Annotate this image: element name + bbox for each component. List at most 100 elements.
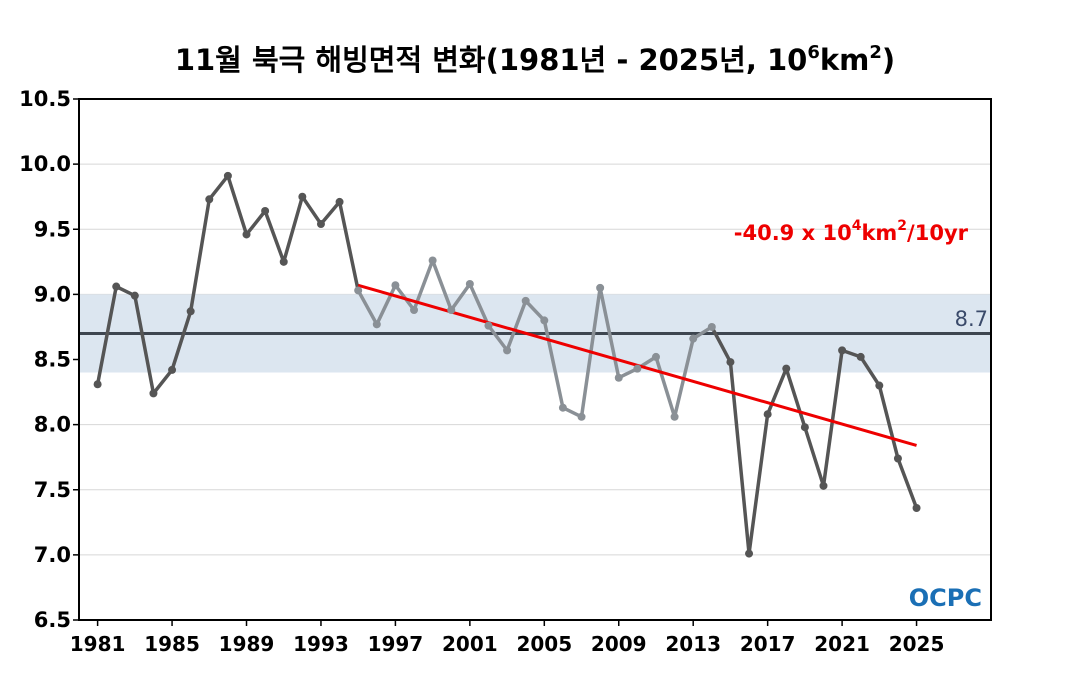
series-segment xyxy=(747,412,770,556)
series-segment xyxy=(654,355,677,419)
data-point xyxy=(670,412,679,421)
y-tick-label: 8.0 xyxy=(34,413,71,437)
chart-title-sup2: 2 xyxy=(869,42,882,63)
series-segment xyxy=(244,209,267,237)
y-tick-label: 10.5 xyxy=(19,87,71,111)
series-segment xyxy=(263,209,286,264)
data-point xyxy=(633,364,642,373)
series-segment xyxy=(375,283,398,327)
plot-area: 6.5 7.0 7.5 8.0 8.5 9.0 9.5 10.0 10.5 1981 1985 198… xyxy=(19,87,992,656)
data-point xyxy=(428,256,437,265)
x-tick-label: 2005 xyxy=(516,632,572,656)
data-point xyxy=(707,322,716,331)
data-point xyxy=(149,389,158,398)
data-point xyxy=(205,195,214,204)
data-point xyxy=(596,283,605,292)
x-tick-label: 2013 xyxy=(665,632,721,656)
trend-label-sup1: 4 xyxy=(852,218,862,234)
y-tick-label: 6.5 xyxy=(34,608,71,632)
trend-label: -40.9 x 104km2/10yr xyxy=(734,218,969,245)
data-point xyxy=(800,423,809,432)
series-segment xyxy=(710,325,733,364)
mean-label: 8.7 xyxy=(955,307,988,331)
chart-title-sup1: 6 xyxy=(807,42,820,63)
x-tick-label: 1985 xyxy=(144,632,200,656)
x-tick-label: 2001 xyxy=(442,632,498,656)
series-segment xyxy=(896,456,919,510)
data-point xyxy=(782,364,791,373)
trend-label-sup2: 2 xyxy=(897,218,907,234)
chart-title-suffix: ) xyxy=(882,43,895,77)
data-point xyxy=(465,279,474,288)
data-point xyxy=(540,316,549,325)
data-point xyxy=(335,197,344,206)
x-tick-label: 1993 xyxy=(293,632,349,656)
data-point xyxy=(410,306,419,315)
chart-title-prefix: 11월 북극 해빙면적 변화(1981년 - 2025년, 10 xyxy=(175,43,808,77)
series-segment xyxy=(765,366,789,416)
data-point xyxy=(893,454,902,463)
data-point xyxy=(819,481,828,490)
series-segment xyxy=(337,200,360,293)
data-point xyxy=(130,291,139,300)
series-segment xyxy=(598,286,621,380)
series-segment xyxy=(486,323,509,353)
series-segment xyxy=(319,200,342,226)
series-segment xyxy=(226,174,249,237)
series-segment xyxy=(151,368,174,396)
series-segment xyxy=(207,174,230,202)
data-point xyxy=(912,503,921,512)
trend-label-suffix: /10yr xyxy=(907,221,969,245)
data-point xyxy=(745,549,754,558)
data-point xyxy=(316,220,325,229)
series-segment xyxy=(505,299,528,353)
series-segment xyxy=(449,282,472,312)
ocpc-logo: OCPC xyxy=(909,584,982,612)
data-point xyxy=(391,281,400,290)
trend-label-prefix: -40.9 x 10 xyxy=(734,221,852,245)
y-tick-label: 8.5 xyxy=(34,348,71,372)
y-tick-label: 9.5 xyxy=(34,217,71,241)
data-point xyxy=(503,346,512,355)
series-segment xyxy=(877,383,900,461)
x-tick-label: 2009 xyxy=(591,632,647,656)
y-tick-label: 9.0 xyxy=(34,282,71,306)
series-segment xyxy=(430,258,453,312)
data-point xyxy=(354,286,363,295)
data-point xyxy=(558,403,567,412)
data-point xyxy=(651,352,660,361)
series-segment xyxy=(356,288,379,327)
data-point xyxy=(298,192,307,201)
x-tick-label: 1989 xyxy=(219,632,275,656)
data-point xyxy=(689,334,698,343)
y-tick-label: 7.5 xyxy=(34,478,71,502)
x-tick-label: 2025 xyxy=(889,632,945,656)
data-point xyxy=(484,321,493,330)
data-point xyxy=(875,381,884,390)
data-point xyxy=(186,307,195,316)
y-tick-label: 10.0 xyxy=(19,152,71,176)
y-tick-label: 7.0 xyxy=(34,543,71,567)
series-segment xyxy=(281,194,305,264)
chart-title-mid: km xyxy=(820,43,870,77)
x-tick-label: 1997 xyxy=(368,632,424,656)
series-segment xyxy=(542,318,565,410)
data-point xyxy=(763,410,772,419)
data-point xyxy=(261,207,270,216)
series-segment xyxy=(468,282,491,328)
x-tick-label: 2021 xyxy=(814,632,870,656)
data-point xyxy=(168,365,177,374)
data-point xyxy=(838,346,847,355)
data-point xyxy=(856,352,865,361)
x-tick-label: 2017 xyxy=(740,632,796,656)
x-tick-label: 1981 xyxy=(70,632,126,656)
data-point xyxy=(112,282,121,291)
data-point xyxy=(279,257,288,266)
series-segment xyxy=(188,197,212,314)
series-segment xyxy=(858,355,882,388)
data-point xyxy=(521,296,530,305)
data-point xyxy=(372,320,381,329)
data-point xyxy=(577,412,586,421)
series-segment xyxy=(784,366,807,429)
